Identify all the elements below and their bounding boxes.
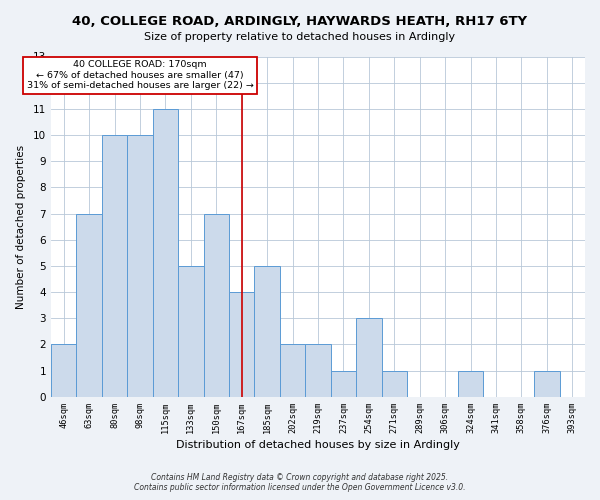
Bar [178, 266, 203, 396]
Bar [534, 370, 560, 396]
Bar [51, 344, 76, 397]
Text: 40, COLLEGE ROAD, ARDINGLY, HAYWARDS HEATH, RH17 6TY: 40, COLLEGE ROAD, ARDINGLY, HAYWARDS HEA… [73, 15, 527, 28]
Bar [127, 135, 152, 396]
Bar [152, 109, 178, 397]
Bar [356, 318, 382, 396]
Text: Contains HM Land Registry data © Crown copyright and database right 2025.
Contai: Contains HM Land Registry data © Crown c… [134, 473, 466, 492]
Y-axis label: Number of detached properties: Number of detached properties [16, 144, 26, 308]
Text: Size of property relative to detached houses in Ardingly: Size of property relative to detached ho… [145, 32, 455, 42]
Bar [458, 370, 483, 396]
Bar [203, 214, 229, 396]
Bar [331, 370, 356, 396]
Bar [280, 344, 305, 397]
Text: 40 COLLEGE ROAD: 170sqm
← 67% of detached houses are smaller (47)
31% of semi-de: 40 COLLEGE ROAD: 170sqm ← 67% of detache… [26, 60, 253, 90]
Bar [305, 344, 331, 397]
Bar [76, 214, 102, 396]
Bar [382, 370, 407, 396]
Bar [229, 292, 254, 397]
X-axis label: Distribution of detached houses by size in Ardingly: Distribution of detached houses by size … [176, 440, 460, 450]
Bar [254, 266, 280, 396]
Bar [102, 135, 127, 396]
